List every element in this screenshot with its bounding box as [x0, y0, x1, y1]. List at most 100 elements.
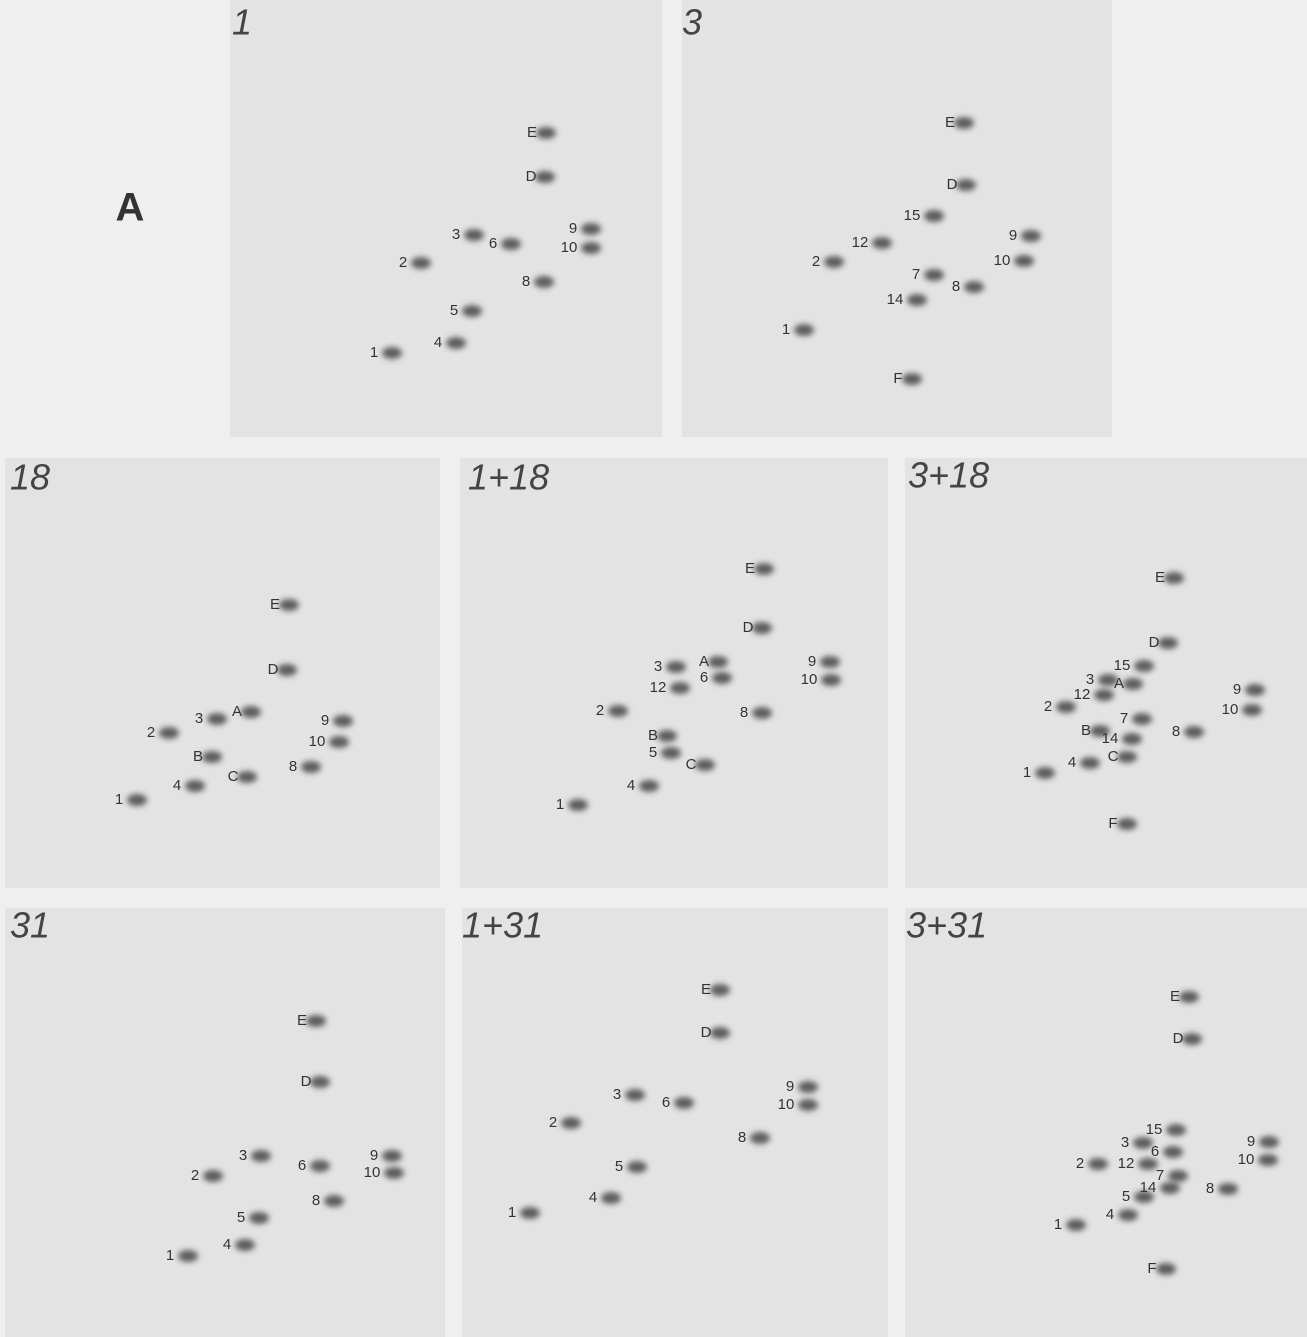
gel-panel	[682, 0, 1112, 437]
spot	[1090, 725, 1110, 737]
spot-label: E	[297, 1012, 307, 1029]
spot-label: A	[1114, 675, 1124, 692]
spot	[601, 1192, 621, 1204]
spot-label: 3	[613, 1086, 621, 1103]
spot	[824, 256, 844, 268]
spot-label: 3	[1121, 1134, 1129, 1151]
spot	[710, 984, 730, 996]
spot	[750, 1132, 770, 1144]
spot-label: 3	[195, 710, 203, 727]
spot-label: 4	[223, 1236, 231, 1253]
panel-title: 18	[10, 457, 50, 498]
spot-label: E	[1155, 569, 1165, 586]
spot-label: 4	[1106, 1206, 1114, 1223]
spot	[279, 599, 299, 611]
spot-label: 8	[522, 273, 530, 290]
spot	[159, 727, 179, 739]
spot	[710, 1027, 730, 1039]
spot-label: D	[526, 168, 537, 185]
spot-label: 9	[569, 220, 577, 237]
spot-label: E	[270, 596, 280, 613]
spot	[752, 707, 772, 719]
spot	[712, 672, 732, 684]
spot-label: 15	[1146, 1121, 1163, 1138]
spot	[306, 1015, 326, 1027]
spot-label: C	[1108, 748, 1119, 765]
spot-label: 9	[370, 1147, 378, 1164]
spot	[670, 682, 690, 694]
spot-label: 12	[1118, 1155, 1135, 1172]
spot-label: 3	[1086, 671, 1094, 688]
spot	[1184, 726, 1204, 738]
spot	[798, 1099, 818, 1111]
spot	[639, 780, 659, 792]
spot-label: B	[193, 748, 203, 765]
spot	[708, 656, 728, 668]
spot	[754, 563, 774, 575]
spot	[462, 305, 482, 317]
spot-label: 2	[191, 1167, 199, 1184]
spot-label: 5	[649, 744, 657, 761]
spot-label: B	[648, 727, 658, 744]
panel-title: 3	[682, 2, 702, 43]
spot-label: D	[301, 1073, 312, 1090]
spot	[324, 1195, 344, 1207]
spot-label: 10	[1238, 1151, 1255, 1168]
spot	[310, 1160, 330, 1172]
spot	[178, 1250, 198, 1262]
spot	[411, 257, 431, 269]
spot	[821, 674, 841, 686]
spot	[820, 656, 840, 668]
spot-label: D	[268, 661, 279, 678]
spot-label: 7	[1156, 1167, 1164, 1184]
spot-label: 14	[1102, 730, 1119, 747]
spot-label: 9	[786, 1078, 794, 1095]
spot-label: 4	[173, 777, 181, 794]
spot	[1118, 1209, 1138, 1221]
spot-label: 1	[115, 791, 123, 808]
spot-label: A	[699, 653, 709, 670]
spot-label: 1	[1023, 764, 1031, 781]
spot	[954, 117, 974, 129]
spot-label: 6	[489, 235, 497, 252]
spot	[695, 759, 715, 771]
spot-label: 6	[700, 669, 708, 686]
spot-label: 9	[808, 653, 816, 670]
spot-label: 4	[1068, 754, 1076, 771]
spot-label: 5	[615, 1158, 623, 1175]
panel-title: 1	[232, 2, 252, 43]
spot	[534, 276, 554, 288]
spot-label: 10	[364, 1164, 381, 1181]
panel-title: 3+18	[908, 455, 989, 496]
spot	[1117, 751, 1137, 763]
spot	[1166, 1124, 1186, 1136]
spot-label: E	[1170, 988, 1180, 1005]
spot	[581, 242, 601, 254]
spot	[520, 1207, 540, 1219]
spot	[235, 1239, 255, 1251]
spot	[249, 1212, 269, 1224]
spot-label: F	[893, 370, 902, 387]
spot	[1138, 1158, 1158, 1170]
spot	[251, 1150, 271, 1162]
spot-label: E	[701, 981, 711, 998]
spot-label: 8	[289, 758, 297, 775]
spot-label: 10	[778, 1096, 795, 1113]
spot-label: 1	[782, 321, 790, 338]
spot	[1242, 704, 1262, 716]
panel-title: 1+31	[462, 905, 543, 946]
gel-panel	[5, 458, 440, 888]
spot-label: 1	[370, 344, 378, 361]
spot-label: 10	[801, 671, 818, 688]
spot	[536, 127, 556, 139]
spot-label: 1	[508, 1204, 516, 1221]
spot-label: 1	[166, 1247, 174, 1264]
spot	[207, 713, 227, 725]
spot-label: 5	[237, 1209, 245, 1226]
spot	[1163, 1146, 1183, 1158]
spot-label: 10	[994, 252, 1011, 269]
spot-label: B	[1081, 722, 1091, 739]
spot-label: 1	[556, 796, 564, 813]
spot	[535, 171, 555, 183]
